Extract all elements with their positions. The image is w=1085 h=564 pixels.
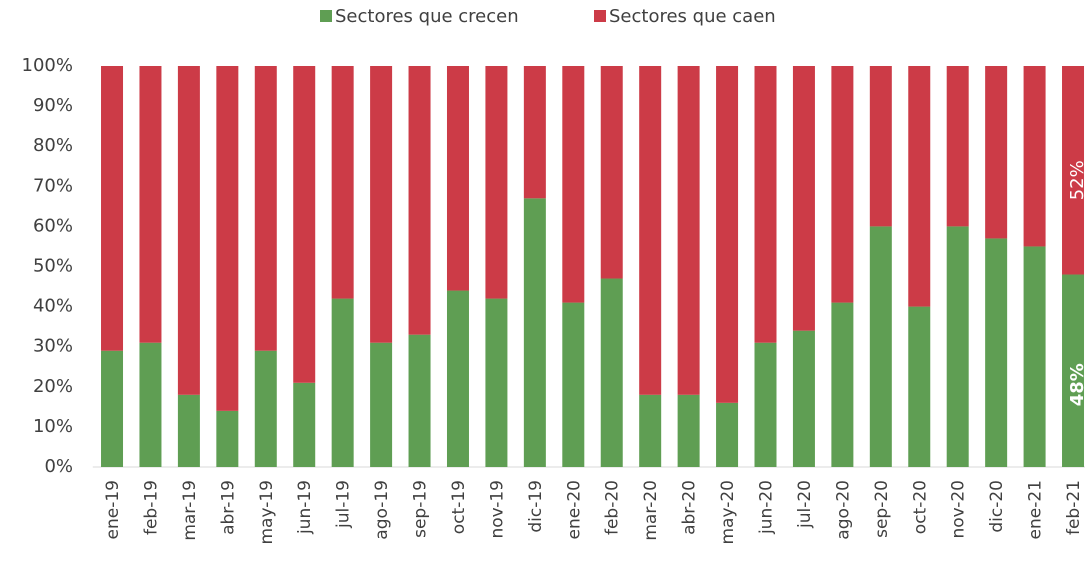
y-tick-label: 80% [33,135,73,156]
bar-segment [562,66,585,303]
bar-segment [831,302,854,467]
bar-segment [485,66,508,299]
bar-segment [716,66,739,403]
legend-swatch [320,10,332,22]
bar-segment [792,66,815,331]
bar-segment [754,66,777,343]
bar-segment [446,66,469,291]
y-tick-label: 30% [33,336,73,357]
bar-segment [523,66,546,199]
x-tick-label: abr-19 [218,480,238,535]
bar-segment [177,394,200,467]
bar-segment [370,66,393,343]
bar-segment [293,66,316,383]
x-tick-label: abr-20 [680,480,700,535]
bar-segment [831,66,854,303]
bar-segment [754,342,777,467]
bar-segment [600,278,623,467]
bar-segment [370,342,393,467]
bar-segment [523,198,546,467]
bar-segment [985,238,1008,467]
bar-segment [408,66,431,335]
x-tick-label: sep-19 [411,480,431,538]
x-tick-label: jun-20 [757,480,777,535]
y-tick-label: 70% [33,175,73,196]
bar-segment [254,350,277,467]
x-tick-label: may-20 [718,480,738,545]
y-tick-label: 20% [33,376,73,397]
bar-segment [101,350,124,467]
x-tick-label: feb-19 [141,480,161,535]
bar-segment [101,66,124,351]
x-tick-label: dic-20 [987,480,1007,533]
bar-segment [1023,246,1046,467]
x-tick-label: may-19 [257,480,277,545]
bar-segment [1062,274,1085,467]
y-tick-label: 90% [33,95,73,116]
bar-segment [139,66,162,343]
x-tick-label: oct-20 [910,480,930,534]
x-tick-label: ene-19 [103,480,123,539]
bar-segment [139,342,162,467]
bar-segment [908,66,931,307]
x-tick-label: ago-19 [372,480,392,540]
x-tick-label: nov-19 [487,480,507,539]
bar-segment [1023,66,1046,247]
bar-segment [1062,66,1085,275]
x-tick-label: feb-20 [603,480,623,535]
bar-segment [293,382,316,467]
x-tick-label: nov-20 [949,480,969,539]
bar-segment [254,66,277,351]
bar-segment [639,394,662,467]
y-tick-label: 100% [22,55,73,76]
bar-segment [677,394,700,467]
x-tick-label: ene-20 [564,480,584,539]
y-tick-label: 50% [33,256,73,277]
bar-segment [600,66,623,279]
bar-segment [562,302,585,467]
bar-segment [408,334,431,467]
data-label: 52% [1067,160,1085,200]
x-tick-label: mar-20 [641,480,661,541]
bar-segment [792,330,815,467]
legend-swatch [594,10,606,22]
y-tick-label: 0% [44,456,73,477]
bar-segment [216,410,239,467]
bar-segment [869,226,892,467]
x-tick-label: ago-20 [833,480,853,540]
legend-label: Sectores que caen [609,6,776,27]
bar-segment [985,66,1008,239]
x-tick-label: jul-20 [795,480,815,529]
x-tick-label: mar-19 [180,480,200,541]
y-tick-label: 40% [33,296,73,317]
bar-segment [716,402,739,467]
bar-segment [331,66,354,299]
x-tick-label: dic-19 [526,480,546,533]
x-tick-label: feb-21 [1064,480,1084,535]
bar-segment [869,66,892,227]
bar-segment [446,290,469,467]
y-tick-label: 10% [33,416,73,437]
y-tick-label: 60% [33,215,73,236]
bar-segment [946,66,969,227]
x-tick-label: jul-19 [334,480,354,529]
bar-segment [639,66,662,395]
bar-segment [177,66,200,395]
bar-segment [216,66,239,411]
bar-segment [946,226,969,467]
x-tick-label: ene-21 [1026,480,1046,539]
x-tick-label: sep-20 [872,480,892,538]
bar-segment [677,66,700,395]
legend-label: Sectores que crecen [335,6,519,27]
bar-segment [485,298,508,467]
bar-segment [331,298,354,467]
data-label: 48% [1067,363,1085,406]
bar-segment [908,306,931,467]
x-tick-label: jun-19 [295,480,315,535]
x-tick-label: oct-19 [449,480,469,534]
